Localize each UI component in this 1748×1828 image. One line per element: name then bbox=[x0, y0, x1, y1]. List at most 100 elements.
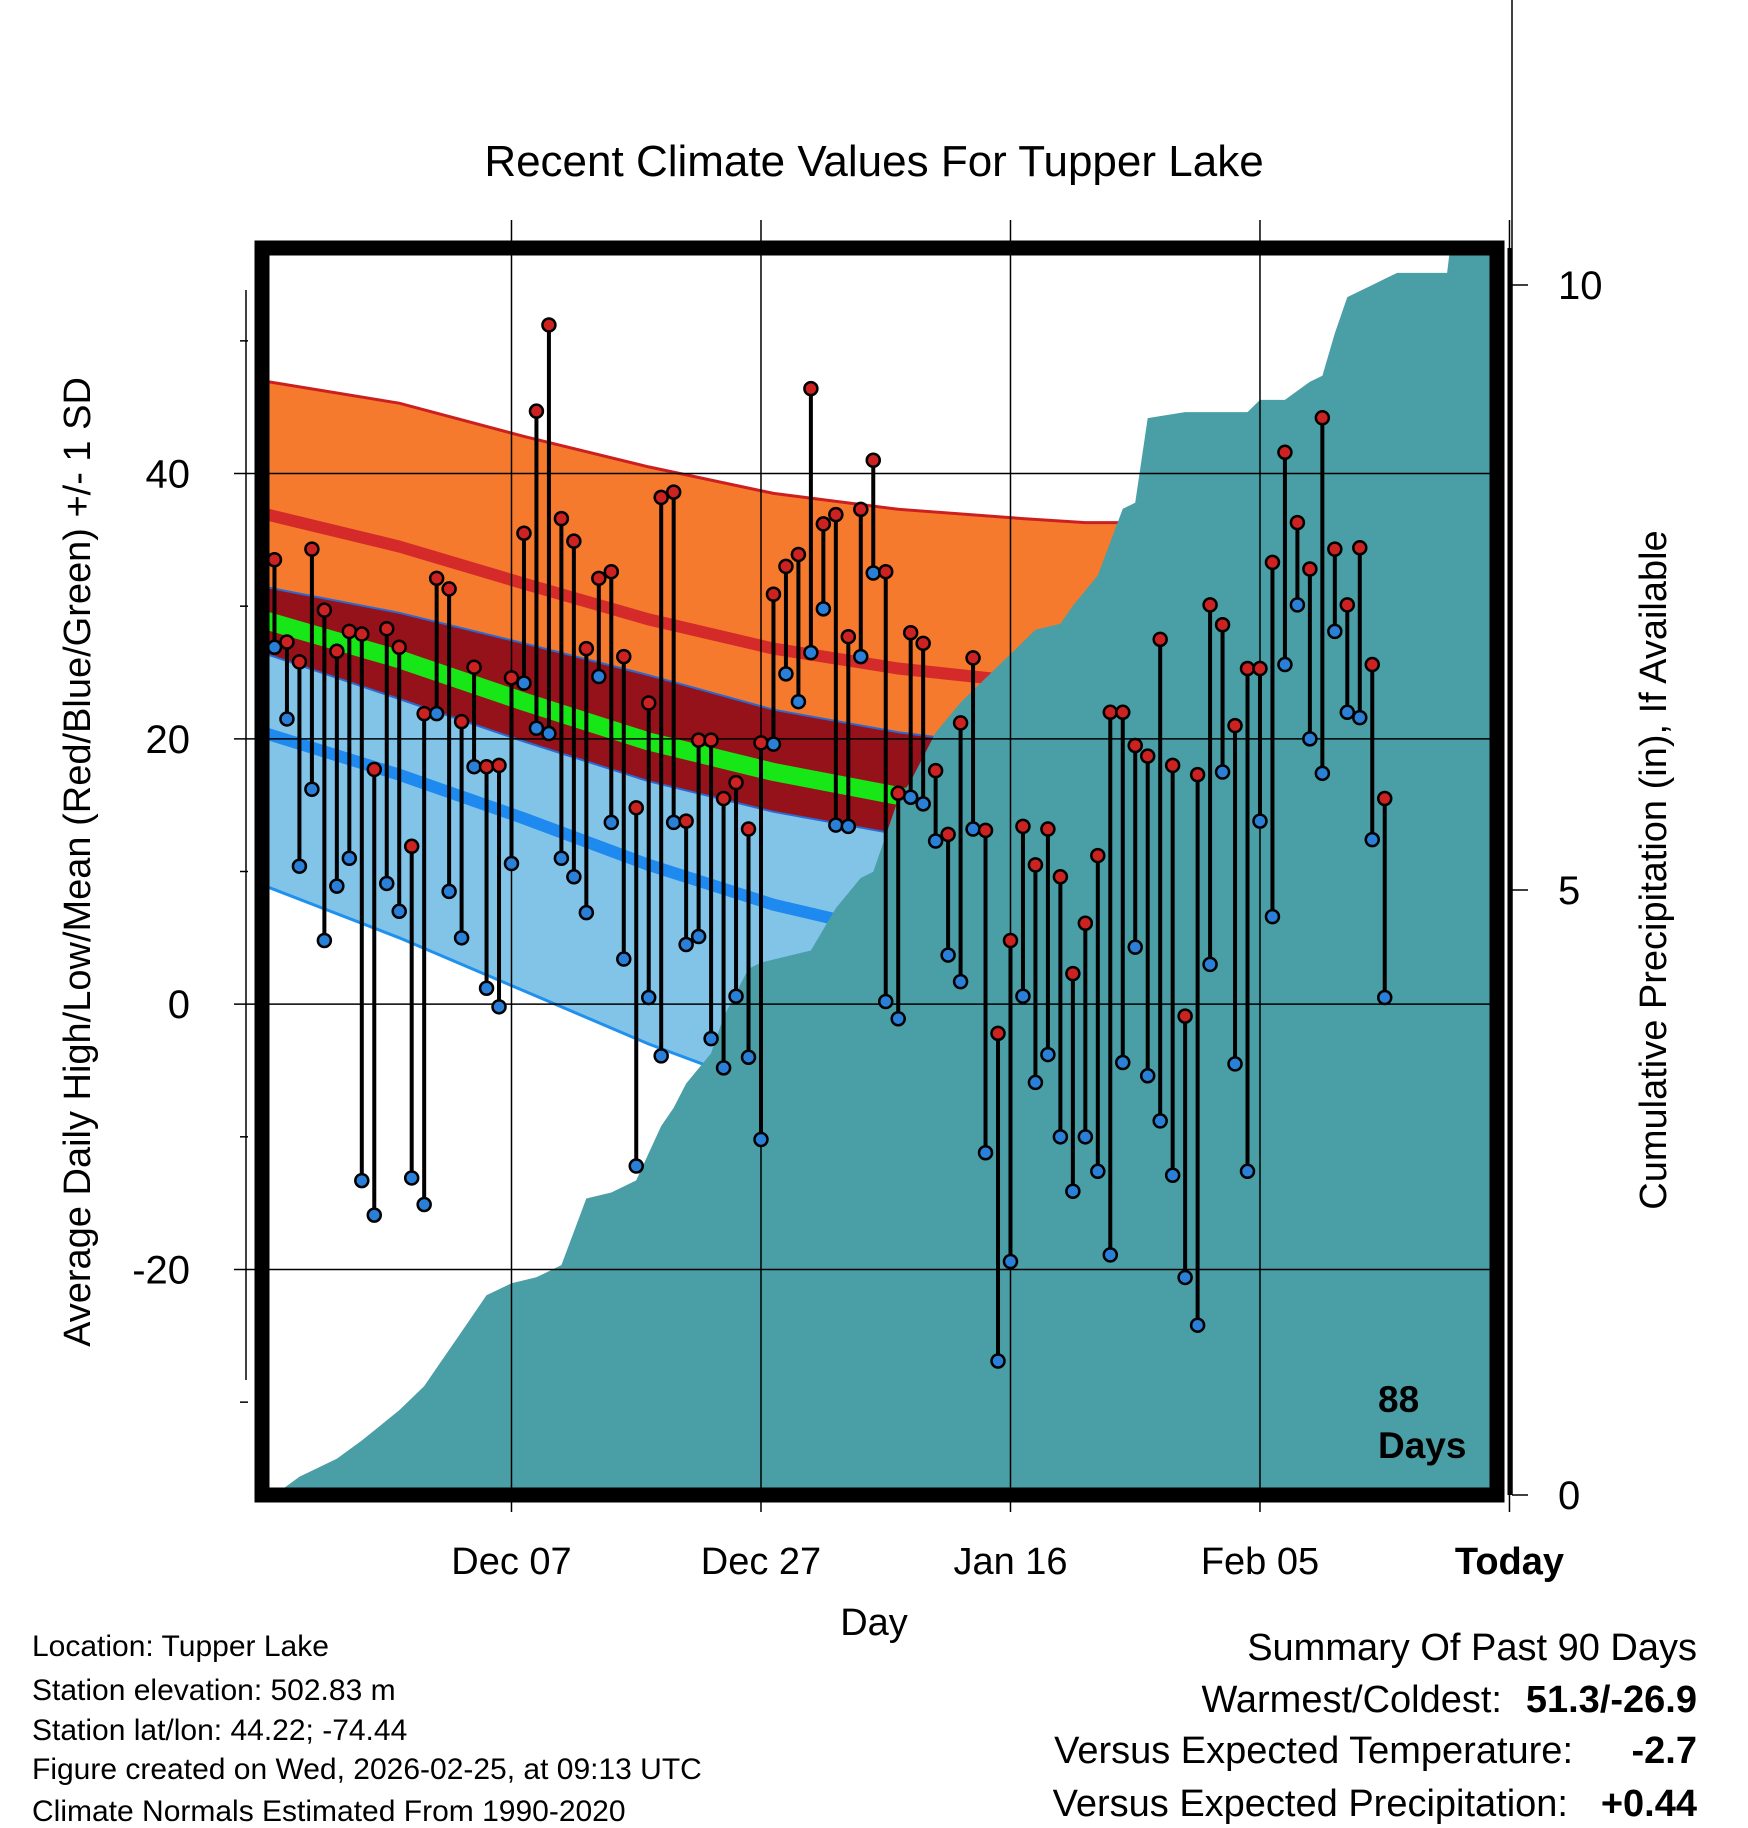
y-tick-label: 40 bbox=[146, 453, 191, 497]
daily-low-point bbox=[1164, 1167, 1181, 1184]
daily-high-point bbox=[416, 705, 432, 722]
daily-high-point bbox=[1189, 766, 1206, 783]
daily-low-point bbox=[828, 817, 844, 833]
daily-low-point bbox=[478, 980, 495, 996]
daily-low-point bbox=[1376, 989, 1393, 1006]
daily-low-point bbox=[1302, 731, 1318, 747]
elevation-text: Station elevation: 502.83 m bbox=[32, 1674, 396, 1707]
daily-high-point bbox=[915, 635, 931, 652]
daily-low-point bbox=[740, 1049, 757, 1065]
daily-low-point bbox=[990, 1353, 1006, 1369]
daily-low-point bbox=[1364, 831, 1381, 848]
daily-high-point bbox=[528, 403, 545, 419]
daily-low-point bbox=[653, 1048, 669, 1064]
daily-high-point bbox=[1227, 717, 1243, 734]
daily-low-point bbox=[952, 973, 969, 990]
today-days-label: Days bbox=[1378, 1425, 1466, 1466]
daily-low-point bbox=[503, 855, 520, 872]
daily-high-point bbox=[1065, 965, 1081, 982]
daily-high-point bbox=[1015, 818, 1031, 835]
daily-high-point bbox=[765, 586, 782, 602]
daily-high-point bbox=[403, 838, 420, 855]
daily-low-point bbox=[628, 1158, 644, 1174]
daily-range-stems bbox=[272, 324, 1387, 1362]
daily-high-point bbox=[1277, 444, 1293, 461]
daily-high-point bbox=[1339, 597, 1356, 613]
daily-low-point bbox=[1015, 988, 1031, 1004]
daily-high-point bbox=[778, 558, 794, 575]
daily-low-point bbox=[1314, 765, 1331, 782]
y2-axis-title: Cumulative Precipitation (in), If Availa… bbox=[1633, 530, 1675, 1209]
daily-low-point bbox=[790, 693, 807, 710]
daily-low-point bbox=[1214, 764, 1231, 780]
daily-high-point bbox=[940, 826, 956, 843]
chart-title: Recent Climate Values For Tupper Lake bbox=[484, 137, 1263, 186]
daily-low-point bbox=[940, 947, 956, 963]
daily-high-point bbox=[952, 715, 969, 731]
daily-low-point bbox=[391, 903, 407, 920]
daily-high-point bbox=[603, 563, 620, 580]
precip-diff-value: +0.44 bbox=[1601, 1783, 1697, 1825]
daily-low-point bbox=[715, 1060, 732, 1076]
daily-low-point bbox=[541, 725, 557, 742]
y-tick-label: 0 bbox=[168, 983, 190, 1027]
daily-high-point bbox=[1115, 704, 1131, 721]
temp-diff-label: Versus Expected Temperature: bbox=[1054, 1730, 1573, 1772]
daily-low-point bbox=[915, 796, 931, 812]
daily-high-point bbox=[428, 570, 445, 587]
daily-low-point bbox=[1339, 704, 1356, 721]
daily-high-point bbox=[890, 785, 906, 801]
daily-low-point bbox=[1077, 1129, 1094, 1145]
daily-low-point bbox=[778, 666, 794, 682]
daily-low-point bbox=[753, 1131, 769, 1148]
daily-low-point bbox=[1327, 623, 1343, 640]
daily-high-point bbox=[1302, 561, 1318, 577]
y2-tick-label: 0 bbox=[1558, 1474, 1580, 1518]
daily-high-point bbox=[1090, 847, 1106, 864]
daily-high-point bbox=[466, 659, 482, 675]
daily-low-point bbox=[578, 904, 595, 921]
daily-high-point bbox=[354, 626, 370, 642]
daily-low-point bbox=[1352, 709, 1368, 726]
daily-low-point bbox=[1152, 1113, 1168, 1129]
daily-high-point bbox=[1027, 857, 1044, 873]
daily-low-point bbox=[266, 639, 283, 656]
daily-high-point bbox=[990, 1025, 1006, 1042]
warm-cold-value: 51.3/-26.9 bbox=[1526, 1679, 1697, 1721]
daily-high-point bbox=[653, 489, 669, 506]
daily-low-point bbox=[616, 951, 632, 967]
daily-low-point bbox=[291, 858, 308, 874]
daily-high-point bbox=[715, 790, 732, 807]
daily-low-point bbox=[1202, 956, 1218, 973]
x-tick-label: Dec 07 bbox=[451, 1541, 571, 1583]
x-tick-label: Today bbox=[1455, 1541, 1564, 1583]
created-text: Figure created on Wed, 2026-02-25, at 09… bbox=[32, 1753, 702, 1786]
daily-low-point bbox=[678, 936, 694, 953]
daily-low-point bbox=[1102, 1247, 1119, 1263]
daily-high-point bbox=[578, 640, 595, 657]
daily-low-point bbox=[341, 850, 358, 866]
daily-high-point bbox=[628, 800, 644, 816]
daily-high-point bbox=[291, 654, 308, 670]
daily-high-point bbox=[1314, 410, 1331, 426]
daily-high-point bbox=[1102, 704, 1119, 721]
daily-high-point bbox=[965, 650, 981, 666]
summary-title: Summary Of Past 90 Days bbox=[1247, 1627, 1697, 1669]
daily-high-point bbox=[927, 762, 944, 779]
temp-diff-value: -2.7 bbox=[1632, 1730, 1697, 1772]
daily-low-point bbox=[466, 758, 482, 775]
daily-high-point bbox=[391, 639, 407, 656]
daily-low-point bbox=[1289, 597, 1306, 613]
y-tick-label: -20 bbox=[132, 1248, 190, 1292]
daily-high-point bbox=[1327, 541, 1343, 557]
daily-low-point bbox=[1115, 1054, 1131, 1071]
daily-low-point bbox=[1189, 1317, 1206, 1333]
daily-low-point bbox=[304, 781, 320, 798]
y-axis-title: Average Daily High/Low/Mean (Red/Blue/Gr… bbox=[57, 377, 99, 1347]
daily-low-point bbox=[840, 818, 857, 835]
daily-low-point bbox=[703, 1030, 719, 1047]
station-info: Location: Tupper Lake Station elevation:… bbox=[32, 1630, 702, 1828]
daily-low-point bbox=[366, 1207, 383, 1223]
daily-high-point bbox=[703, 732, 719, 748]
warm-cold-label: Warmest/Coldest: bbox=[1201, 1679, 1502, 1721]
